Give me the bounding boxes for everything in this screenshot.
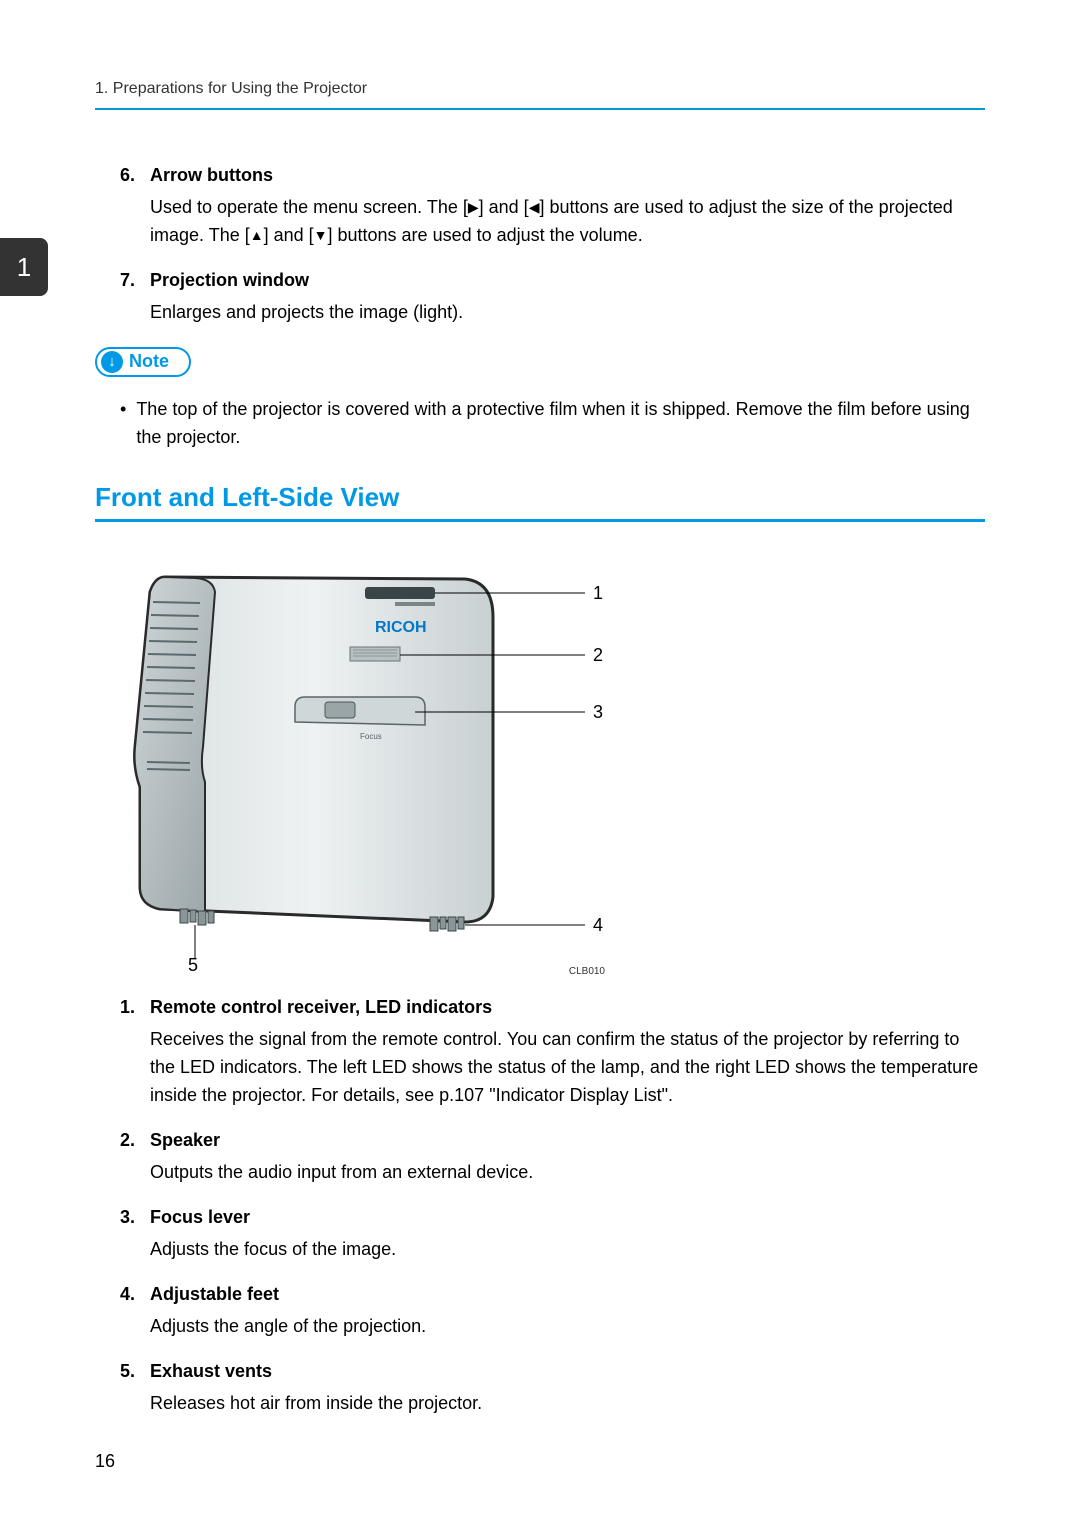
- item-title: Exhaust vents: [150, 1361, 272, 1382]
- item-heading: 1. Remote control receiver, LED indicator…: [120, 997, 985, 1018]
- item-heading: 2. Speaker: [120, 1130, 985, 1151]
- figure: RICOH Focus: [95, 547, 615, 977]
- item-body: Receives the signal from the remote cont…: [150, 1026, 985, 1110]
- note-bullet: • The top of the projector is covered wi…: [120, 395, 985, 453]
- item-heading: 6. Arrow buttons: [120, 165, 985, 186]
- callout-1: 1: [593, 583, 603, 604]
- callout-4: 4: [593, 915, 603, 936]
- page-number: 16: [95, 1451, 115, 1472]
- item-heading: 4. Adjustable feet: [120, 1284, 985, 1305]
- item-title: Focus lever: [150, 1207, 250, 1228]
- item-body: Adjusts the angle of the projection.: [150, 1313, 985, 1341]
- callout-3: 3: [593, 702, 603, 723]
- item-number: 5.: [120, 1361, 144, 1382]
- brand-text: RICOH: [375, 619, 427, 636]
- item-heading: 3. Focus lever: [120, 1207, 985, 1228]
- item-title: Projection window: [150, 270, 309, 291]
- item-title: Adjustable feet: [150, 1284, 279, 1305]
- bullet-dot: •: [120, 395, 126, 453]
- page-header: 1. Preparations for Using the Projector: [95, 80, 985, 110]
- projector-diagram: RICOH Focus: [95, 547, 615, 977]
- note-text: The top of the projector is covered with…: [136, 395, 985, 453]
- item-heading: 7. Projection window: [120, 270, 985, 291]
- item-title: Remote control receiver, LED indicators: [150, 997, 492, 1018]
- section-title: Front and Left-Side View: [95, 482, 985, 522]
- callout-2: 2: [593, 645, 603, 666]
- item-number: 6.: [120, 165, 144, 186]
- item-body: Enlarges and projects the image (light).: [150, 299, 985, 327]
- item-heading: 5. Exhaust vents: [120, 1361, 985, 1382]
- chapter-tab: 1: [0, 238, 48, 296]
- item-body: Releases hot air from inside the project…: [150, 1390, 985, 1418]
- item-number: 4.: [120, 1284, 144, 1305]
- focus-label: Focus: [360, 732, 382, 741]
- item-number: 3.: [120, 1207, 144, 1228]
- item-number: 1.: [120, 997, 144, 1018]
- callout-5: 5: [188, 955, 198, 976]
- item-title: Arrow buttons: [150, 165, 273, 186]
- item-body: Adjusts the focus of the image.: [150, 1236, 985, 1264]
- note-badge: ↓ Note: [95, 347, 191, 377]
- note-down-icon: ↓: [101, 351, 123, 373]
- note-label: Note: [129, 351, 169, 372]
- item-title: Speaker: [150, 1130, 220, 1151]
- figure-id: CLB010: [569, 966, 605, 977]
- item-number: 2.: [120, 1130, 144, 1151]
- item-number: 7.: [120, 270, 144, 291]
- item-body: Used to operate the menu screen. The [▶]…: [150, 194, 985, 250]
- item-body: Outputs the audio input from an external…: [150, 1159, 985, 1187]
